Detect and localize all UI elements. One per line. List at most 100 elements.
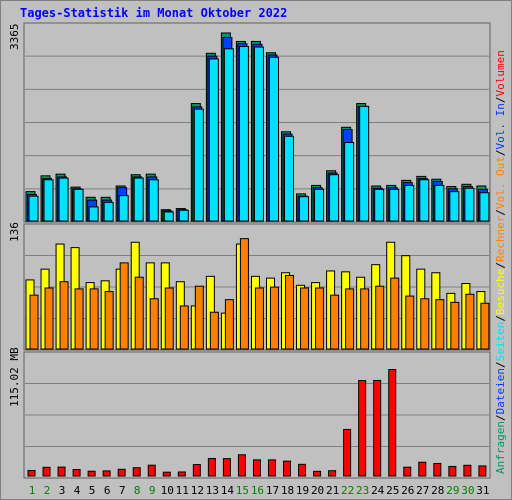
day-label: 7 [119,484,126,497]
bar-sites [239,238,249,350]
legend-entry: / [494,315,507,322]
bar-sites [149,298,159,350]
bar-volume [192,464,201,477]
bar-volume [132,467,141,477]
bar-pages [193,108,204,222]
bar-volume [358,380,367,477]
bar-sites [345,288,355,350]
legend-entry: / [494,262,507,269]
bar-sites [44,287,54,350]
bar-sites [285,274,295,350]
bar-pages [238,46,249,222]
legend-entry: Rechner [494,215,507,262]
bar-volume [102,470,111,477]
day-label: 20 [311,484,324,497]
bar-sites [209,311,219,350]
bar-pages [43,179,54,222]
bar-sites [179,305,189,350]
legend-entry: Seiten [494,322,507,362]
day-label: 3 [59,484,66,497]
bar-volume [418,461,427,477]
bars-top [25,32,490,222]
bars-bottom [27,369,487,477]
bar-pages [88,206,99,222]
day-label: 2 [44,484,51,497]
day-label: 9 [149,484,156,497]
bar-sites [254,287,264,350]
day-label: 30 [461,484,474,497]
bar-sites [269,286,279,350]
day-label: 27 [416,484,429,497]
page-title: Tages-Statistik im Monat Oktober 2022 [20,6,288,20]
bar-sites [134,276,144,350]
day-label: 14 [221,484,235,497]
bar-volume [207,457,216,477]
y-max-label-bottom: 115.02 MB [8,347,21,407]
day-label: 6 [104,484,111,497]
day-label: 19 [296,484,309,497]
bar-pages [133,177,144,222]
bar-sites [74,288,84,350]
bar-volume [328,470,337,477]
bar-pages [223,48,234,222]
day-label: 17 [266,484,279,497]
bar-volume [57,466,66,477]
y-max-label-top: 3365 [8,24,21,51]
bar-pages [389,188,400,222]
day-label: 5 [89,484,96,497]
grid-bottom [25,383,489,447]
bars-middle [25,238,490,350]
bar-sites [29,294,39,350]
day-label: 31 [476,484,489,497]
bar-volume [117,468,126,477]
legend-entry: / [494,96,507,103]
bar-sites [450,301,460,350]
bar-volume [237,454,246,477]
day-label: 18 [281,484,294,497]
bar-sites [224,299,234,350]
bar-volume [72,469,81,477]
bar-pages [58,177,69,222]
bar-sites [435,299,445,350]
bar-pages [314,188,325,222]
day-label: 8 [134,484,141,497]
bar-pages [344,142,355,222]
y-max-label-middle: 136 [8,222,21,242]
bar-sites [480,302,490,350]
bar-volume [463,464,472,477]
day-label: 15 [236,484,249,497]
bar-pages [329,174,340,222]
bar-pages [419,179,430,222]
bar-pages [404,184,415,222]
bar-volume [448,465,457,477]
bar-pages [118,195,129,222]
bar-pages [374,188,385,222]
day-labels: 1 2 3 4 5 6 7 8 9 10 11 12 13 14 15 16 17 18 19 20 21 22 23 24 2… [29,484,490,497]
legend-entry: Besuche [494,269,507,315]
day-label: 22 [341,484,354,497]
bar-volume [298,463,307,477]
legend-entry: / [494,361,507,368]
bar-sites [119,262,129,350]
day-label: 1 [29,484,36,497]
bar-pages [73,188,84,222]
day-label: 12 [191,484,204,497]
legend-entry: / [494,209,507,216]
day-label: 26 [401,484,414,497]
bar-pages [299,196,310,222]
bar-sites [405,295,415,350]
bar-volume [433,462,442,477]
day-label: 25 [386,484,399,497]
bar-pages [148,179,159,222]
bar-pages [434,184,445,222]
bar-sites [330,294,340,350]
right-legend: Anfragen/Dateien/Seiten/Besuche/Rechner/… [494,50,507,474]
legend-entry: Volumen [494,50,507,96]
day-label: 21 [326,484,339,497]
legend-entry: / [494,414,507,421]
bar-pages [284,135,295,222]
bar-pages [103,201,114,222]
day-label: 4 [74,484,81,497]
bar-pages [178,209,189,222]
bar-volume [162,471,171,477]
